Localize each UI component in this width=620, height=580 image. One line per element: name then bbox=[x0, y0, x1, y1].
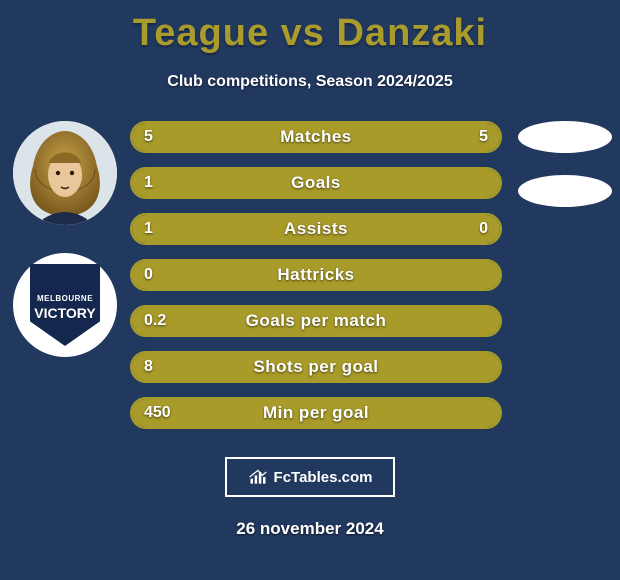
stat-row: 1Goals bbox=[130, 167, 502, 199]
stats-column: 55Matches 1Goals 10Assists 0Hattricks 0.2Goa… bbox=[130, 121, 510, 443]
content-wrap: MELBOURNE VICTORY 55Matches 1Goals 10Assis… bbox=[0, 121, 620, 443]
club-top-text: MELBOURNE bbox=[37, 295, 93, 304]
player2-avatar-placeholder bbox=[518, 121, 612, 153]
stat-label: Assists bbox=[132, 219, 500, 239]
stat-label: Min per goal bbox=[132, 403, 500, 423]
club2-badge-placeholder bbox=[518, 175, 612, 207]
club-badge: MELBOURNE VICTORY bbox=[13, 253, 117, 357]
player-avatar bbox=[13, 121, 117, 225]
stat-label: Shots per goal bbox=[132, 357, 500, 377]
brand-text: FcTables.com bbox=[274, 469, 373, 486]
stat-label: Hattricks bbox=[132, 265, 500, 285]
stat-row: 450Min per goal bbox=[130, 397, 502, 429]
brand-box[interactable]: FcTables.com bbox=[225, 457, 395, 497]
stat-row: 0Hattricks bbox=[130, 259, 502, 291]
stat-label: Goals per match bbox=[132, 311, 500, 331]
page-subtitle: Club competitions, Season 2024/2025 bbox=[0, 73, 620, 91]
left-column: MELBOURNE VICTORY bbox=[0, 121, 130, 443]
stat-label: Matches bbox=[132, 127, 500, 147]
club-big-text: VICTORY bbox=[34, 306, 95, 321]
stat-row: 0.2Goals per match bbox=[130, 305, 502, 337]
stat-row: 8Shots per goal bbox=[130, 351, 502, 383]
stat-label: Goals bbox=[132, 173, 500, 193]
stat-row: 10Assists bbox=[130, 213, 502, 245]
date-text: 26 november 2024 bbox=[0, 519, 620, 539]
chart-icon bbox=[248, 468, 268, 486]
stat-row: 55Matches bbox=[130, 121, 502, 153]
page-title: Teague vs Danzaki bbox=[0, 0, 620, 55]
right-column bbox=[510, 121, 620, 443]
club-chevron: MELBOURNE VICTORY bbox=[30, 264, 100, 346]
